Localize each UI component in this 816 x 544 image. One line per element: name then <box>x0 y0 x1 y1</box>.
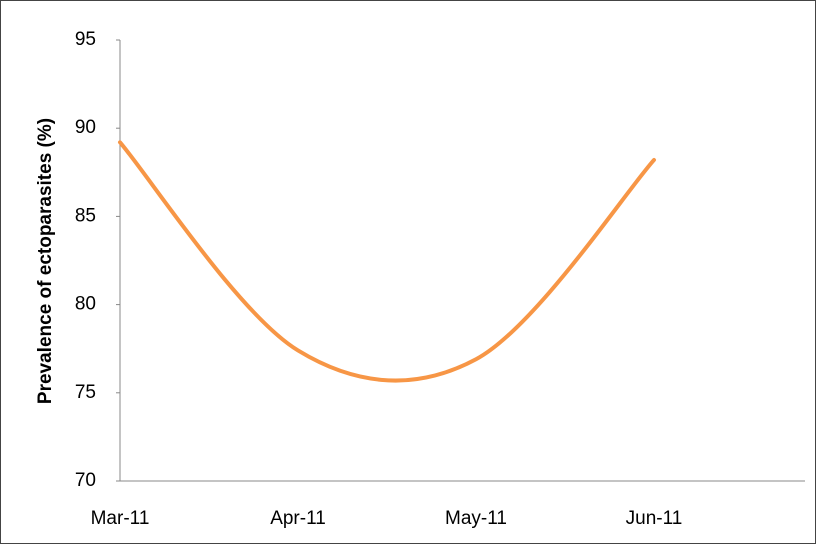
data-line <box>118 140 656 383</box>
y-tick-label: 75 <box>75 382 96 403</box>
y-axis-title: Prevalence of ectoparasites (%) <box>35 118 56 404</box>
x-tick-label: Mar-11 <box>91 508 150 529</box>
x-tick-label: Jun-11 <box>626 508 683 529</box>
y-tick-label: 70 <box>75 470 96 491</box>
y-tick-label: 90 <box>75 117 96 138</box>
x-tick-label: Apr-11 <box>270 508 326 529</box>
y-tick-label: 80 <box>75 294 96 315</box>
y-tick-label: 85 <box>75 205 96 226</box>
x-tick-label: May-11 <box>445 508 507 529</box>
y-tick-label: 95 <box>75 29 96 50</box>
